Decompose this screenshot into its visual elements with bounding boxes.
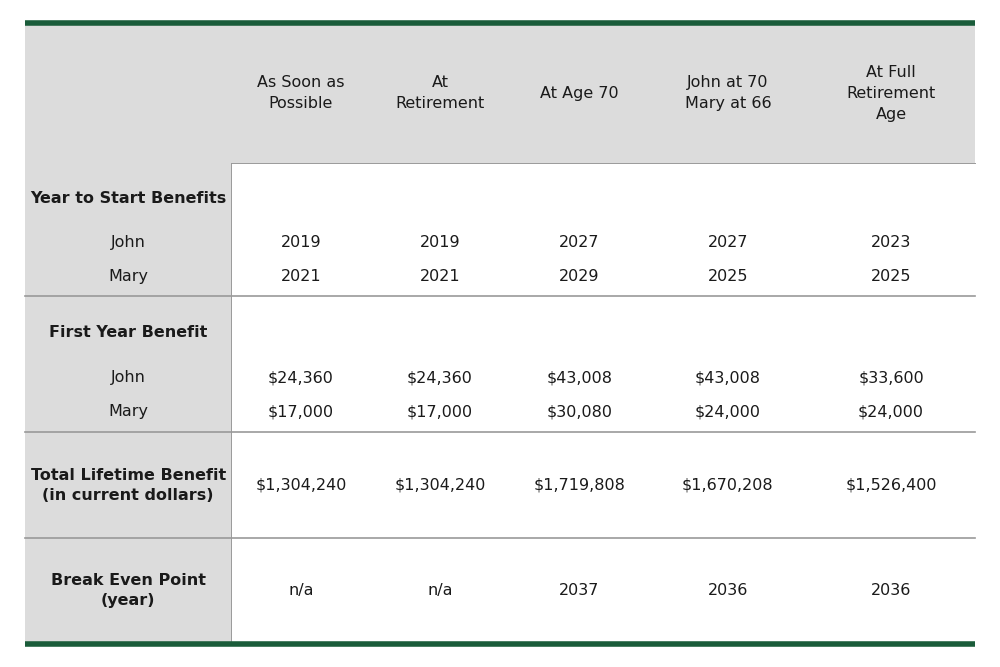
Text: $33,600: $33,600 <box>858 370 924 386</box>
Text: $43,008: $43,008 <box>546 370 612 386</box>
Text: $30,080: $30,080 <box>546 404 612 420</box>
Text: At
Retirement: At Retirement <box>395 75 485 111</box>
Text: John at 70
Mary at 66: John at 70 Mary at 66 <box>685 75 771 111</box>
Text: 2027: 2027 <box>708 235 748 250</box>
Text: John: John <box>111 370 146 386</box>
Text: As Soon as
Possible: As Soon as Possible <box>257 75 345 111</box>
Text: $24,000: $24,000 <box>695 404 761 420</box>
Text: $43,008: $43,008 <box>695 370 761 386</box>
Text: 2025: 2025 <box>708 269 748 283</box>
Text: $1,670,208: $1,670,208 <box>682 478 774 493</box>
FancyBboxPatch shape <box>231 163 975 644</box>
Text: $17,000: $17,000 <box>407 404 473 420</box>
Text: $17,000: $17,000 <box>268 404 334 420</box>
Text: John: John <box>111 235 146 250</box>
Text: 2025: 2025 <box>871 269 911 283</box>
Text: $24,360: $24,360 <box>268 370 334 386</box>
Text: 2019: 2019 <box>420 235 460 250</box>
Text: 2027: 2027 <box>559 235 599 250</box>
Text: $1,526,400: $1,526,400 <box>845 478 937 493</box>
Text: 2023: 2023 <box>871 235 911 250</box>
Text: $1,719,808: $1,719,808 <box>533 478 625 493</box>
Text: $24,360: $24,360 <box>407 370 473 386</box>
Text: $1,304,240: $1,304,240 <box>394 478 486 493</box>
Text: n/a: n/a <box>288 584 314 598</box>
Text: Break Even Point
(year): Break Even Point (year) <box>51 574 206 608</box>
Text: 2021: 2021 <box>420 269 460 283</box>
Text: 2019: 2019 <box>281 235 321 250</box>
Text: Mary: Mary <box>108 269 148 283</box>
Text: At Age 70: At Age 70 <box>540 86 618 101</box>
Text: Year to Start Benefits: Year to Start Benefits <box>30 191 226 207</box>
Text: 2037: 2037 <box>559 584 599 598</box>
Text: $1,304,240: $1,304,240 <box>255 478 347 493</box>
Text: Total Lifetime Benefit
(in current dollars): Total Lifetime Benefit (in current dolla… <box>31 468 226 502</box>
Text: Mary: Mary <box>108 404 148 420</box>
Text: First Year Benefit: First Year Benefit <box>49 325 207 340</box>
Text: n/a: n/a <box>427 584 453 598</box>
Text: 2036: 2036 <box>871 584 911 598</box>
FancyBboxPatch shape <box>25 23 975 644</box>
Text: At Full
Retirement
Age: At Full Retirement Age <box>846 65 936 121</box>
Text: $24,000: $24,000 <box>858 404 924 420</box>
Text: 2021: 2021 <box>281 269 321 283</box>
Text: 2029: 2029 <box>559 269 599 283</box>
Text: 2036: 2036 <box>708 584 748 598</box>
